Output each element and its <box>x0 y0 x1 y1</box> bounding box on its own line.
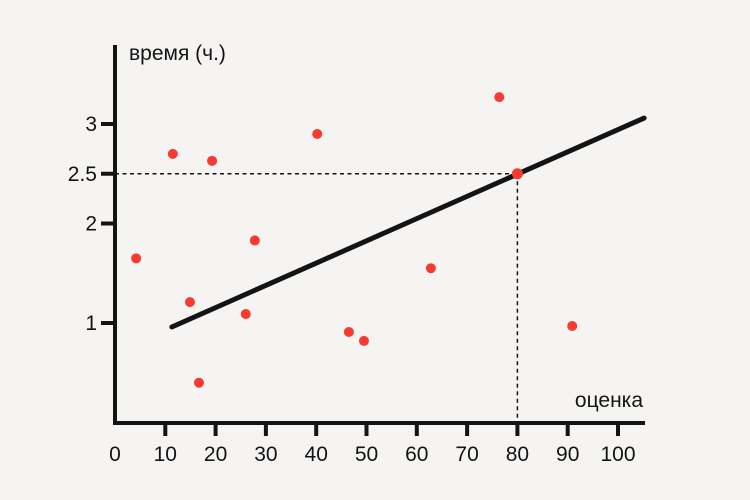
data-point <box>358 335 369 346</box>
data-point <box>425 263 436 274</box>
x-tick-label: 70 <box>455 443 478 466</box>
data-point <box>131 253 142 264</box>
x-tick-label: 20 <box>204 443 227 466</box>
x-tick-label: 40 <box>305 443 328 466</box>
data-point <box>494 92 505 103</box>
x-tick-label: 80 <box>506 443 529 466</box>
data-point <box>167 148 178 159</box>
y-axis-title: время (ч.) <box>129 42 226 65</box>
y-tick-label: 2.5 <box>68 163 97 186</box>
x-tick-label: 60 <box>405 443 428 466</box>
highlight-point <box>511 168 523 180</box>
data-point <box>184 297 195 308</box>
y-tick-label: 2 <box>85 213 97 236</box>
x-tick-label: 30 <box>254 443 277 466</box>
data-point <box>312 128 323 139</box>
data-point <box>567 320 578 331</box>
x-tick-label: 0 <box>109 443 121 466</box>
x-tick-label: 10 <box>154 443 177 466</box>
y-tick-label: 3 <box>85 113 97 136</box>
data-point <box>207 155 218 166</box>
trend-line <box>169 115 647 330</box>
data-point <box>194 377 205 388</box>
x-axis-title: оценка <box>574 389 643 412</box>
data-point <box>240 309 251 320</box>
data-point <box>343 326 354 337</box>
y-tick-label: 1 <box>85 312 97 335</box>
x-tick-label: 90 <box>556 443 579 466</box>
x-tick-label: 50 <box>355 443 378 466</box>
data-point <box>249 235 260 246</box>
x-tick-label: 100 <box>600 443 635 466</box>
